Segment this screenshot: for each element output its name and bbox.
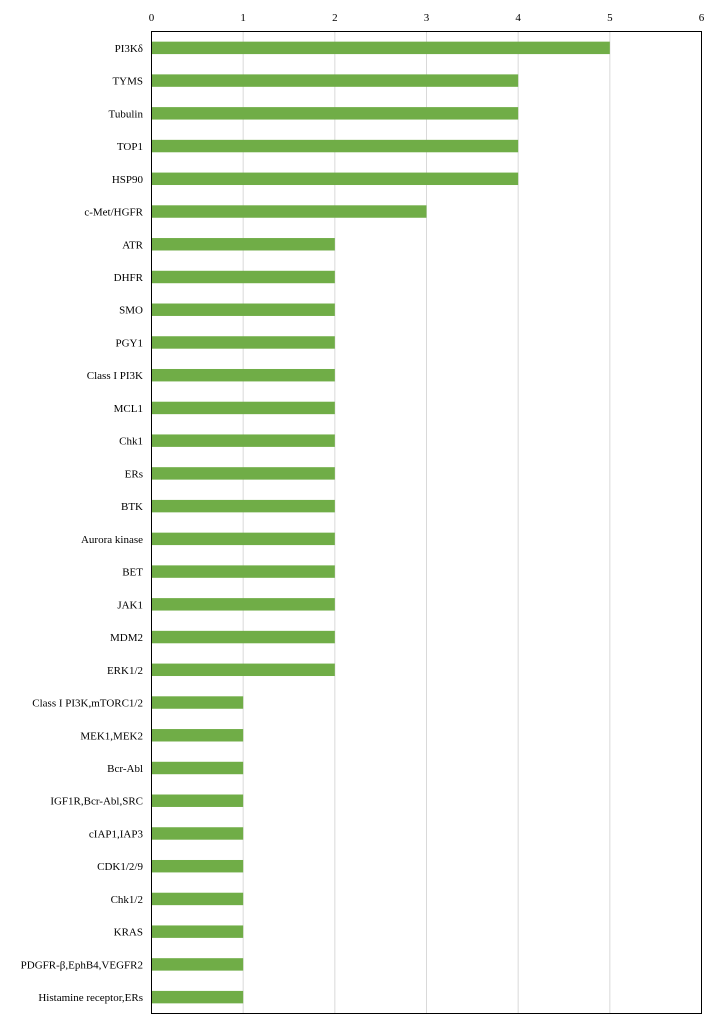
bar — [152, 368, 335, 382]
x-tick-label: 1 — [240, 12, 246, 24]
bar — [152, 205, 427, 218]
category-labels: PI3Kδ TYMS Tubulin TOP1 HSP90 c-Met/HGFR ATR DH… — [21, 43, 144, 1004]
bar — [152, 270, 335, 284]
category-label: Tubulin — [109, 108, 144, 120]
bar — [152, 630, 335, 644]
x-tick-label: 2 — [332, 12, 338, 24]
category-label: IGF1R,Bcr-Abl,SRC — [50, 796, 143, 808]
x-tick-label: 5 — [607, 12, 613, 24]
category-label: MCL1 — [114, 403, 143, 415]
bar — [152, 107, 519, 120]
bar — [152, 434, 335, 447]
category-label: Aurora kinase — [81, 534, 143, 546]
category-label: PGY1 — [115, 337, 143, 349]
category-label: MEK1,MEK2 — [80, 730, 143, 742]
category-label: Bcr-Abl — [107, 763, 143, 775]
x-tick-label: 4 — [515, 12, 521, 24]
category-label: Class I PI3K — [87, 370, 143, 382]
category-label: TOP1 — [117, 141, 143, 153]
bar — [152, 990, 244, 1004]
category-label: DHFR — [114, 272, 144, 284]
bar — [152, 958, 244, 971]
category-label: ERs — [125, 468, 143, 480]
bar — [152, 74, 519, 87]
category-label: Class I PI3K,mTORC1/2 — [32, 698, 143, 710]
bar — [152, 41, 610, 55]
x-tick-label: 3 — [424, 12, 430, 24]
bar — [152, 663, 335, 677]
category-label: cIAP1,IAP3 — [89, 828, 144, 840]
bars — [152, 41, 610, 1004]
bar — [152, 598, 335, 611]
category-label: c-Met/HGFR — [84, 207, 143, 219]
bar — [152, 336, 335, 349]
bar — [152, 238, 335, 251]
x-tick-label: 0 — [149, 12, 155, 24]
category-label: CDK1/2/9 — [97, 861, 143, 873]
category-label: Chk1/2 — [111, 894, 143, 906]
category-label: JAK1 — [117, 599, 143, 611]
bar — [152, 761, 244, 775]
bar — [152, 499, 335, 513]
gridlines — [242, 31, 611, 1014]
bar — [152, 925, 244, 938]
bar — [152, 401, 335, 415]
bar — [152, 892, 244, 906]
bar — [152, 532, 335, 546]
x-tick-label: 6 — [699, 12, 705, 24]
category-label: BET — [122, 567, 143, 579]
category-label: ERK1/2 — [107, 665, 143, 677]
category-label: MDM2 — [110, 632, 143, 644]
bar — [152, 467, 335, 480]
bar — [152, 172, 519, 186]
category-label: Histamine receptor,ERs — [38, 992, 143, 1004]
bar — [152, 565, 335, 578]
bar — [152, 859, 244, 873]
bar — [152, 794, 244, 807]
bar — [152, 729, 244, 742]
category-label: SMO — [119, 305, 143, 317]
category-label: BTK — [121, 501, 143, 513]
x-axis-ticks: 0 1 2 3 4 5 6 — [149, 12, 705, 24]
bar — [152, 303, 335, 316]
bar — [152, 827, 244, 840]
category-label: PDGFR-β,EphB4,VEGFR2 — [21, 959, 143, 971]
category-label: HSP90 — [112, 174, 144, 186]
category-label: ATR — [122, 239, 143, 251]
bar — [152, 696, 244, 709]
category-label: TYMS — [112, 76, 143, 88]
bar — [152, 139, 519, 153]
category-label: PI3Kδ — [115, 43, 143, 55]
plot-area-border — [151, 31, 702, 1014]
category-label: Chk1 — [119, 436, 143, 448]
category-label: KRAS — [114, 927, 143, 939]
